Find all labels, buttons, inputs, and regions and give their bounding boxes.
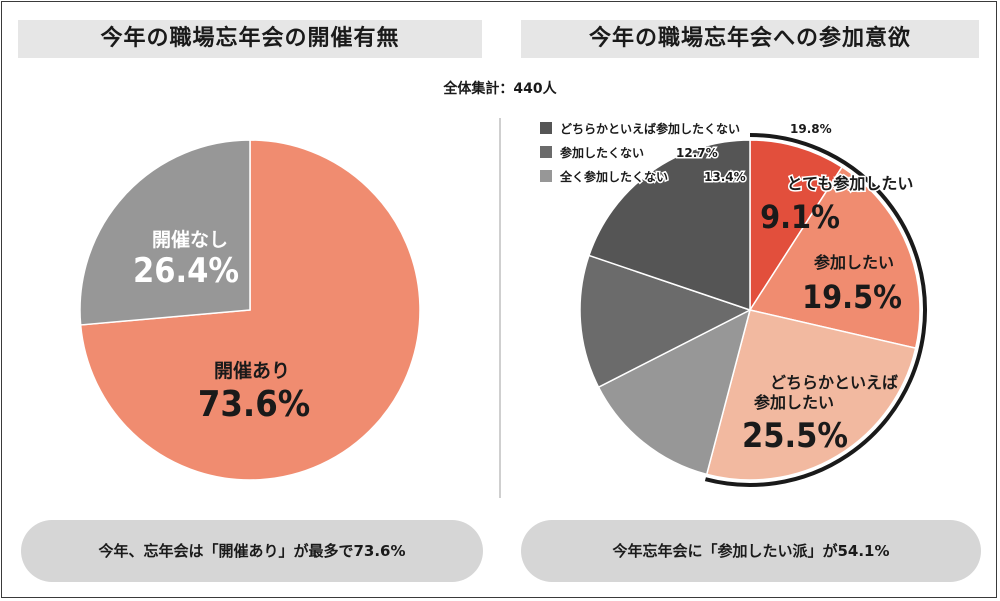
panel-divider [499,118,501,498]
legend-swatch [540,122,552,134]
legend-label: 全く参加したくない [559,169,668,184]
legend-item-somewhat-not: どちらかといえば参加したくない 19.8% [540,120,833,138]
label-held: 開催あり [214,359,290,382]
value-want: 19.5% [802,278,902,316]
pie-chart-held [79,139,421,481]
held-slice-1 [79,139,251,326]
label-somewhat-want-line2: 参加したい [754,393,834,412]
participation-slice-1 [748,166,921,350]
right-chart-title: 今年の職場忘年会への参加意欲 [521,20,979,58]
left-chart-title: 今年の職場忘年会の開催有無 [18,20,482,58]
legend-value: 19.8% [790,122,832,136]
legend-value: 13.4% [704,170,746,184]
participation-highlight-arc [704,133,927,487]
value-very-want: 9.1% [760,198,840,236]
legend-label: どちらかといえば参加したくない [560,121,740,136]
participation-slice-2 [705,309,917,481]
value-not-held: 26.4% [133,251,239,291]
label-very-want: とても参加したい [787,174,914,193]
left-summary-caption: 今年、忘年会は「開催あり」が最多で73.6% [21,520,483,582]
label-somewhat-want: どちらかといえば [770,373,898,392]
legend: どちらかといえば参加したくない 19.8% 参加したくない 12.7% 全く参加… [540,120,833,186]
legend-swatch [540,146,552,158]
legend-item-not-at-all: 全く参加したくない 13.4% [540,168,747,186]
total-respondents: 全体集計：440人 [443,81,557,97]
participation-slice-4 [579,254,752,389]
legend-item-not-want: 参加したくない 12.7% [540,144,719,162]
value-somewhat-want: 25.5% [742,416,848,456]
value-held: 73.6% [198,384,310,425]
participation-slice-5 [588,139,751,312]
pie-chart-participation [579,133,927,487]
legend-value: 12.7% [676,146,718,160]
legend-label: 参加したくない [560,145,644,160]
participation-slice-0 [749,139,844,313]
right-summary-caption: 今年忘年会に「参加したい派」が54.1% [521,520,981,582]
participation-slice-3 [597,308,752,476]
legend-swatch [540,170,552,182]
label-not-held: 開催なし [152,228,228,251]
label-want: 参加したい [814,253,894,272]
